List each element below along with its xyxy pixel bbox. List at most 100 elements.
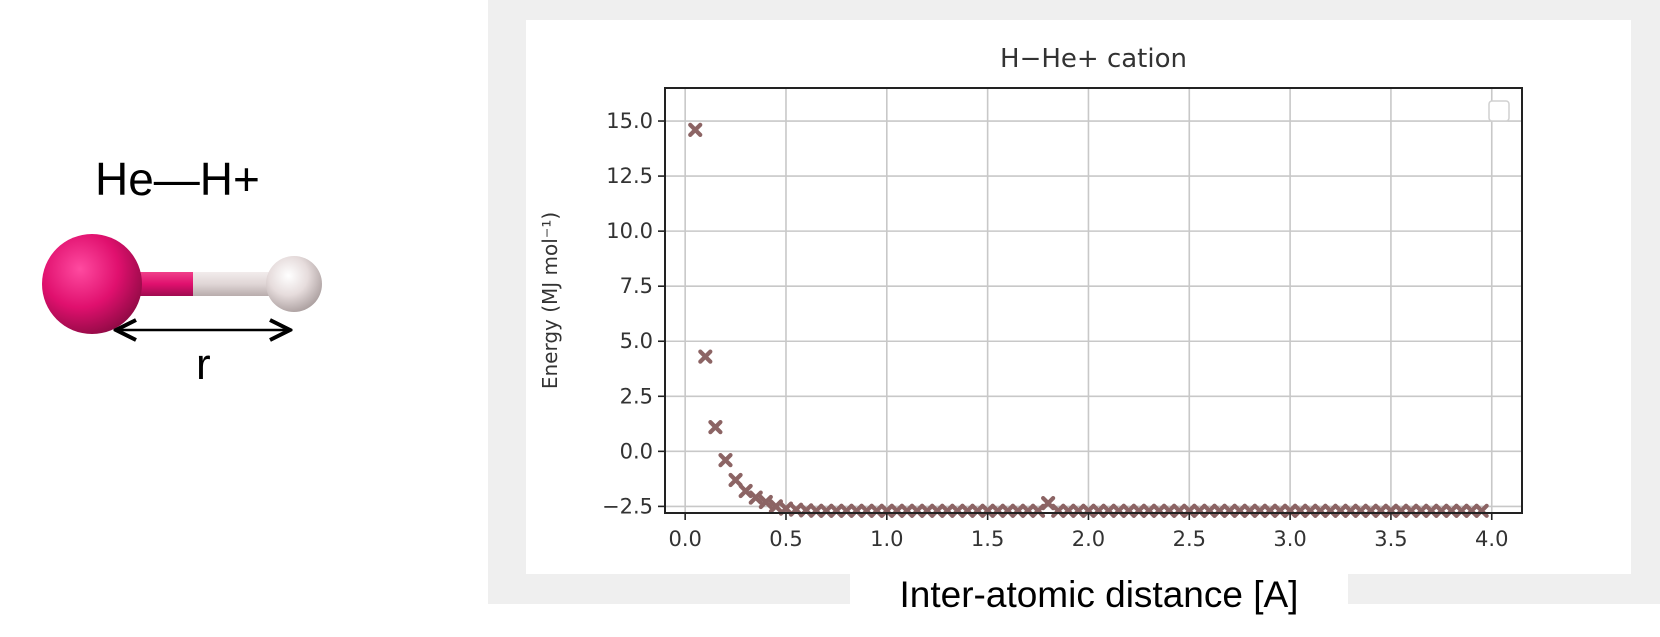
data-point xyxy=(1182,503,1197,518)
grid-layer xyxy=(665,88,1522,513)
data-point xyxy=(1414,503,1429,518)
axes-layer xyxy=(658,87,1523,520)
data-point xyxy=(1091,503,1106,518)
data-point-marker xyxy=(909,503,925,518)
data-point xyxy=(1000,503,1015,518)
y-tick-label: 12.5 xyxy=(606,164,653,188)
data-point-marker xyxy=(930,503,945,518)
data-point xyxy=(1242,503,1257,518)
data-point xyxy=(1464,503,1479,518)
hydrogen-atom xyxy=(266,256,322,312)
data-point xyxy=(809,503,824,518)
data-point-marker xyxy=(1474,503,1489,518)
data-point xyxy=(1101,503,1116,518)
data-point-marker xyxy=(1222,503,1237,518)
data-point-marker xyxy=(748,490,763,505)
data-point xyxy=(1313,503,1328,518)
data-point-marker xyxy=(688,122,703,137)
data-point xyxy=(1403,503,1419,518)
data-point-marker xyxy=(819,503,834,518)
data-point xyxy=(930,503,945,518)
data-point xyxy=(1272,503,1288,518)
data-point-marker xyxy=(1151,503,1167,518)
chart-title: H−He+ cation xyxy=(1000,44,1187,74)
data-point xyxy=(899,503,915,518)
data-point-marker xyxy=(1424,503,1439,518)
data-point-marker xyxy=(1000,503,1015,518)
data-point xyxy=(990,503,1005,518)
data-point xyxy=(1262,503,1278,518)
data-point-marker xyxy=(899,503,915,518)
x-axis-label: Inter-atomic distance [A] xyxy=(899,574,1299,615)
y-tick-label: 5.0 xyxy=(620,329,653,353)
data-point-marker xyxy=(869,503,884,518)
data-point-marker xyxy=(1293,503,1308,518)
data-point xyxy=(950,503,965,518)
molecule-diagram xyxy=(42,234,322,637)
data-point xyxy=(1151,503,1167,518)
data-point-marker xyxy=(1141,503,1157,518)
data-point xyxy=(819,503,834,518)
data-point xyxy=(849,503,864,518)
x-tick-label: 3.5 xyxy=(1374,527,1407,551)
data-point-marker xyxy=(1363,503,1378,518)
data-point-marker xyxy=(1414,503,1429,518)
data-point xyxy=(1172,503,1187,518)
data-point xyxy=(1383,503,1399,518)
data-point xyxy=(920,503,935,518)
data-point-marker xyxy=(1323,503,1338,518)
data-point-marker xyxy=(889,503,904,518)
data-point-marker xyxy=(849,503,864,518)
data-point-marker xyxy=(1373,503,1388,518)
data-point xyxy=(1434,503,1449,518)
data-point-marker xyxy=(1454,503,1469,518)
data-point xyxy=(718,453,733,468)
data-point xyxy=(859,503,874,518)
data-point-marker xyxy=(1252,503,1267,518)
data-point-marker xyxy=(1121,503,1136,518)
y-axis-label: Energy (MJ mol⁻¹) xyxy=(538,212,562,389)
data-point-marker xyxy=(1272,503,1288,518)
data-point xyxy=(1444,503,1459,518)
data-point-marker xyxy=(1393,503,1409,518)
data-point xyxy=(1303,503,1318,518)
data-point xyxy=(1202,503,1217,518)
data-point-marker xyxy=(1333,503,1348,518)
data-point xyxy=(940,503,955,518)
data-point-marker xyxy=(1283,503,1298,518)
data-point-marker xyxy=(829,503,844,518)
data-point-marker xyxy=(1202,503,1217,518)
data-point xyxy=(1162,503,1177,518)
data-point xyxy=(728,472,743,488)
data-point xyxy=(698,349,713,364)
molecule-panel: He—H+ r xyxy=(0,0,470,637)
data-point-marker xyxy=(1434,503,1449,518)
x-tick-label: 4.0 xyxy=(1475,527,1508,551)
data-point xyxy=(1252,503,1267,518)
data-point xyxy=(1131,503,1146,518)
data-point-marker xyxy=(1303,503,1318,518)
data-point xyxy=(688,122,703,137)
data-point-marker xyxy=(698,349,713,364)
y-tick-label: 7.5 xyxy=(620,274,653,298)
data-point-marker xyxy=(920,503,935,518)
data-point-marker xyxy=(940,503,955,518)
data-point-marker xyxy=(1464,503,1479,518)
data-point xyxy=(889,503,904,518)
distance-label: r xyxy=(196,340,211,389)
data-point-marker xyxy=(1051,503,1066,518)
data-point-marker xyxy=(879,503,894,518)
data-point xyxy=(748,490,763,505)
data-point xyxy=(1071,503,1086,518)
data-point xyxy=(1323,503,1338,518)
data-point-marker xyxy=(859,503,874,518)
y-tick-label: 10.0 xyxy=(606,219,653,243)
data-point xyxy=(839,503,854,518)
y-tick-label: 2.5 xyxy=(620,384,653,408)
data-point xyxy=(1424,503,1439,518)
data-point-marker xyxy=(1383,503,1399,518)
data-point-marker xyxy=(1111,503,1126,518)
data-point xyxy=(708,420,723,435)
data-point-marker xyxy=(1182,503,1197,518)
x-tick-label: 0.5 xyxy=(769,527,802,551)
